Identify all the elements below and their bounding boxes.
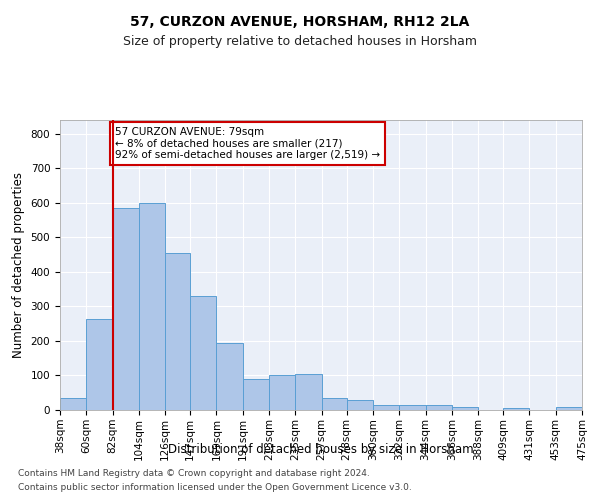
Bar — [556, 407, 582, 410]
Bar — [243, 379, 269, 410]
Text: 57 CURZON AVENUE: 79sqm
← 8% of detached houses are smaller (217)
92% of semi-de: 57 CURZON AVENUE: 79sqm ← 8% of detached… — [115, 127, 380, 160]
Bar — [190, 296, 217, 410]
Text: Size of property relative to detached houses in Horsham: Size of property relative to detached ho… — [123, 35, 477, 48]
Bar — [322, 398, 347, 410]
Y-axis label: Number of detached properties: Number of detached properties — [12, 172, 25, 358]
Bar — [399, 405, 425, 410]
Text: Contains HM Land Registry data © Crown copyright and database right 2024.: Contains HM Land Registry data © Crown c… — [18, 468, 370, 477]
Bar — [452, 406, 478, 410]
Bar — [165, 253, 190, 410]
Bar — [139, 203, 165, 410]
Bar — [425, 405, 452, 410]
Bar — [113, 208, 139, 410]
Text: Distribution of detached houses by size in Horsham: Distribution of detached houses by size … — [168, 442, 474, 456]
Bar — [269, 376, 295, 410]
Text: Contains public sector information licensed under the Open Government Licence v3: Contains public sector information licen… — [18, 484, 412, 492]
Text: 57, CURZON AVENUE, HORSHAM, RH12 2LA: 57, CURZON AVENUE, HORSHAM, RH12 2LA — [130, 15, 470, 29]
Bar — [295, 374, 322, 410]
Bar — [347, 400, 373, 410]
Bar — [86, 318, 113, 410]
Bar — [217, 342, 243, 410]
Bar — [503, 408, 529, 410]
Bar — [60, 398, 86, 410]
Bar — [373, 405, 399, 410]
